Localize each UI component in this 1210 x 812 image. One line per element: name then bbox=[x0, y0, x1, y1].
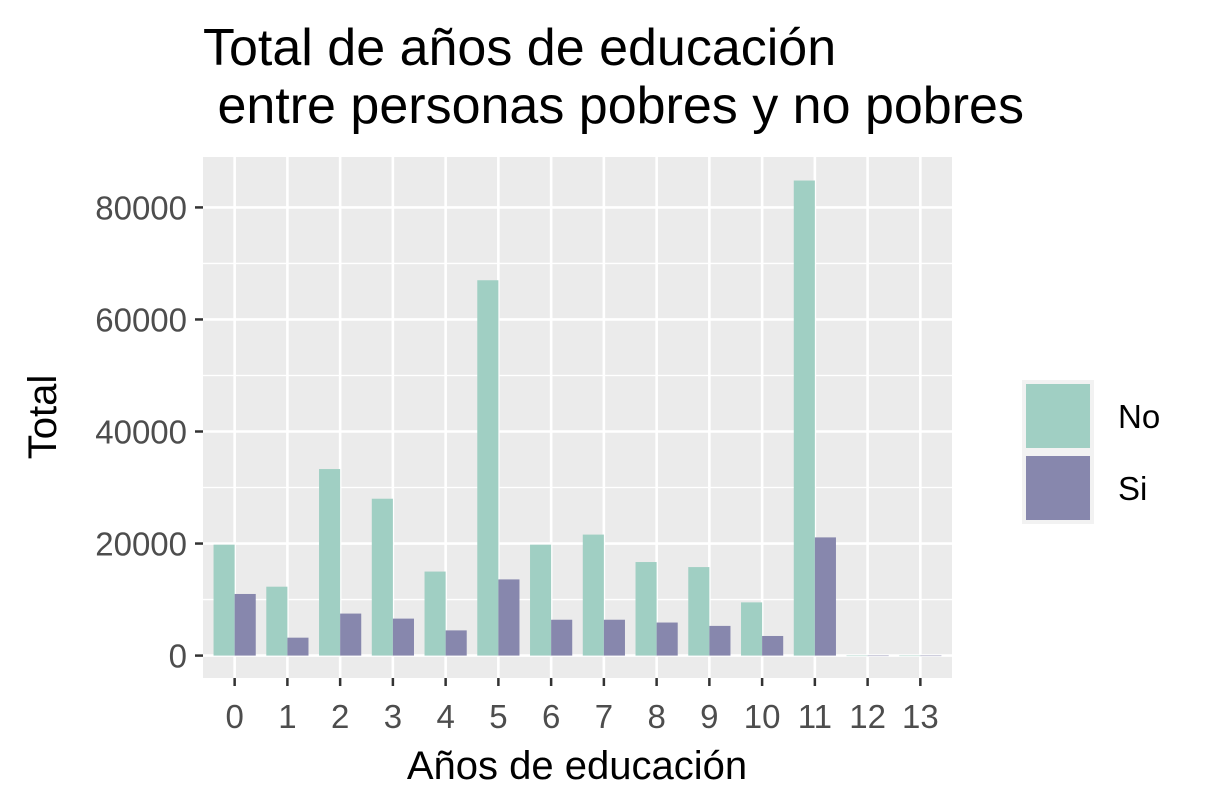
legend-label-si: Si bbox=[1118, 470, 1147, 507]
x-tick-label: 1 bbox=[278, 698, 296, 735]
bar-no-1 bbox=[266, 586, 288, 656]
bar-si-5 bbox=[498, 579, 520, 656]
bars bbox=[213, 180, 942, 657]
bar-si-3 bbox=[392, 618, 414, 656]
x-tick-label: 12 bbox=[849, 698, 886, 735]
x-tick-label: 13 bbox=[902, 698, 939, 735]
bar-si-7 bbox=[603, 619, 625, 656]
bar-si-4 bbox=[445, 630, 467, 656]
x-axis-title: Años de educación bbox=[407, 744, 747, 788]
bar-si-10 bbox=[762, 635, 784, 656]
y-tick-label: 0 bbox=[169, 638, 187, 675]
x-tick-label: 9 bbox=[700, 698, 718, 735]
legend-swatch-no bbox=[1026, 384, 1090, 448]
x-tick-label: 6 bbox=[542, 698, 560, 735]
x-tick-label: 10 bbox=[744, 698, 781, 735]
chart-title-line-1: Total de años de educación bbox=[203, 19, 836, 77]
bar-si-12 bbox=[867, 655, 889, 657]
bar-si-2 bbox=[340, 613, 362, 656]
chart-title-line-2: entre personas pobres y no pobres bbox=[203, 77, 1024, 135]
bar-no-11 bbox=[793, 180, 815, 656]
x-tick-label: 11 bbox=[798, 698, 832, 735]
y-tick-label: 40000 bbox=[95, 414, 187, 451]
x-tick-label: 8 bbox=[647, 698, 665, 735]
bar-si-11 bbox=[814, 537, 836, 656]
bar-no-6 bbox=[530, 544, 552, 656]
bar-si-13 bbox=[920, 655, 942, 657]
bar-no-8 bbox=[635, 562, 657, 656]
bar-si-0 bbox=[234, 593, 256, 656]
legend: No Si bbox=[1022, 380, 1160, 524]
bar-no-10 bbox=[741, 602, 763, 656]
bar-si-8 bbox=[656, 622, 678, 656]
legend-label-no: No bbox=[1118, 398, 1160, 435]
bar-no-13 bbox=[899, 655, 921, 657]
legend-swatch-si bbox=[1026, 456, 1090, 520]
x-tick-label: 3 bbox=[384, 698, 402, 735]
bar-no-5 bbox=[477, 280, 499, 656]
bar-si-9 bbox=[709, 625, 731, 656]
x-tick-label: 5 bbox=[489, 698, 507, 735]
x-tick-label: 7 bbox=[595, 698, 613, 735]
bar-no-4 bbox=[424, 571, 446, 656]
x-tick-label: 2 bbox=[331, 698, 349, 735]
x-tick-label: 0 bbox=[225, 698, 243, 735]
bar-no-3 bbox=[371, 498, 393, 656]
y-tick-label: 80000 bbox=[95, 189, 187, 226]
y-tick-label: 60000 bbox=[95, 301, 187, 338]
y-axis-title: Total bbox=[21, 375, 65, 460]
bar-no-2 bbox=[319, 469, 341, 656]
bar-si-6 bbox=[551, 619, 573, 656]
bar-si-1 bbox=[287, 637, 309, 656]
bar-no-12 bbox=[846, 655, 868, 657]
y-tick-label: 20000 bbox=[95, 526, 187, 563]
bar-no-9 bbox=[688, 567, 710, 656]
bar-no-0 bbox=[213, 544, 235, 656]
bar-no-7 bbox=[582, 534, 604, 656]
x-tick-label: 4 bbox=[436, 698, 454, 735]
